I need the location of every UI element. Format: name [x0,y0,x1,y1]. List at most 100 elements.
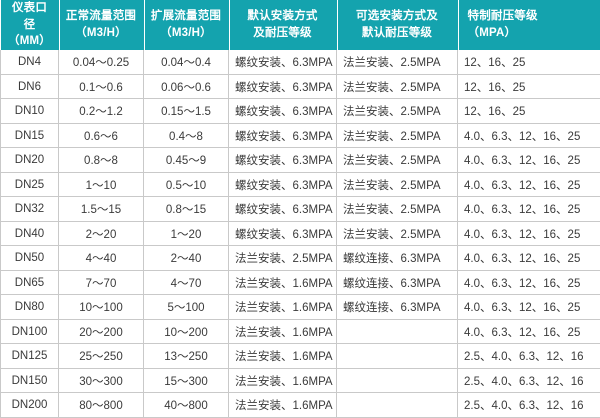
cell-caliber: DN50 [0,245,59,271]
cell-extended-flow: 4～70 [143,269,229,296]
cell-extended-flow: 0.5～10 [143,171,229,198]
cell-normal-flow: 25～250 [58,343,144,369]
cell-optional-install: 法兰安装、2.5MPA [336,196,458,222]
cell-special-pressure: 4.0、6.3、12、16、25 [457,318,600,345]
cell-special-pressure: 12、16、25 [457,73,600,100]
cell-default-install: 法兰安装、1.6MPA [228,269,337,296]
table-row: DN10 0.2～1.2 0.15～1.5 螺纹安装、6.3MPA 法兰安装、2.5MP… [0,98,600,124]
cell-special-pressure: 4.0、6.3、12、16、25 [457,294,600,320]
table-row: DN125 25～250 13～250 法兰安装、1.6MPA 2.5、4.0、6.3、… [0,343,600,369]
cell-optional-install [336,343,458,369]
cell-extended-flow: 5～100 [143,294,229,320]
column-header-caliber-line1: 仪表口径 [11,2,48,31]
cell-default-install: 法兰安装、1.6MPA [228,343,337,369]
cell-extended-flow: 0.4～8 [143,122,229,149]
table-row: DN15 0.6～6 0.4～8 螺纹安装、6.3MPA 法兰安装、2.5MPA 4.0、… [0,122,600,149]
column-header-normal-flow-line1: 正常流量范围 [65,10,137,23]
table-body: DN4 0.04～0.25 0.04～0.4 螺纹安装、6.3MPA 法兰安装、2.5M… [0,50,600,418]
cell-caliber: DN150 [0,367,59,394]
table-row: DN50 4～40 2～40 法兰安装、2.5MPA 螺纹连接、6.3MPA 4.0、6.… [0,245,600,271]
column-header-default-install-line2: 及耐压等级 [253,27,312,39]
cell-special-pressure: 2.5、4.0、6.3、12、16 [457,343,600,369]
cell-optional-install [336,392,458,418]
cell-caliber: DN200 [0,392,59,418]
cell-normal-flow: 0.6～6 [58,122,144,149]
cell-optional-install: 螺纹连接、6.3MPA [336,269,458,296]
cell-normal-flow: 10～100 [58,294,144,320]
column-header-caliber-line2: （MM） [8,35,51,48]
cell-extended-flow: 0.45～9 [143,147,229,173]
cell-default-install: 螺纹安装、6.3MPA [228,122,337,149]
cell-normal-flow: 20～200 [58,318,144,345]
cell-default-install: 法兰安装、1.6MPA [228,392,337,418]
cell-optional-install: 法兰安装、2.5MPA [336,98,458,124]
table-row: DN40 2～20 1～20 螺纹安装、6.3MPA 法兰安装、2.5MPA 4.0、6.… [0,220,600,247]
table-row: DN4 0.04～0.25 0.04～0.4 螺纹安装、6.3MPA 法兰安装、2.5M… [0,50,600,76]
cell-default-install: 螺纹安装、6.3MPA [228,147,337,173]
column-header-extended-flow-line1: 扩展流量范围 [150,10,222,23]
cell-caliber: DN65 [0,269,59,296]
cell-normal-flow: 7～70 [58,269,144,296]
column-header-default-install: 默认安装方式 及耐压等级 [228,0,337,51]
column-header-default-install-line1: 默认安装方式 [247,10,318,23]
cell-caliber: DN40 [0,220,59,247]
cell-default-install: 螺纹安装、6.3MPA [228,196,337,222]
cell-optional-install: 法兰安装、2.5MPA [336,171,458,198]
column-header-optional-install-line2: 默认耐压等级 [361,27,433,39]
cell-caliber: DN10 [0,98,59,124]
cell-default-install: 螺纹安装、6.3MPA [228,171,337,198]
cell-optional-install: 法兰安装、2.5MPA [336,122,458,149]
cell-normal-flow: 0.04～0.25 [58,50,144,76]
column-header-special-pressure-line2: （MPA） [467,27,517,39]
cell-normal-flow: 30～300 [58,367,144,394]
cell-extended-flow: 13～250 [143,343,229,369]
cell-default-install: 法兰安装、2.5MPA [228,245,337,271]
table-row: DN80 10～100 5～100 法兰安装、1.6MPA 螺纹连接、6.3MPA 4.0… [0,294,600,320]
cell-default-install: 螺纹安装、6.3MPA [228,50,337,76]
cell-special-pressure: 4.0、6.3、12、16、25 [457,196,600,222]
table-row: DN6 0.1～0.6 0.06～0.6 螺纹安装、6.3MPA 法兰安装、2.5MPA… [0,73,600,100]
cell-extended-flow: 1～20 [143,220,229,247]
cell-normal-flow: 80～800 [58,392,144,418]
cell-caliber: DN4 [0,50,59,76]
cell-normal-flow: 0.1～0.6 [58,73,144,100]
cell-optional-install: 法兰安装、2.5MPA [336,73,458,100]
table-row: DN65 7～70 4～70 法兰安装、1.6MPA 螺纹连接、6.3MPA 4.0、6.… [0,269,600,296]
cell-special-pressure: 4.0、6.3、12、16、25 [457,269,600,296]
cell-special-pressure: 4.0、6.3、12、16、25 [457,147,600,173]
cell-optional-install [336,318,458,345]
cell-normal-flow: 1.5～15 [58,196,144,222]
cell-extended-flow: 15～300 [143,367,229,394]
cell-optional-install [336,367,458,394]
cell-extended-flow: 0.04～0.4 [143,50,229,76]
column-header-normal-flow-line2: （M3/H） [75,27,127,39]
table-row: DN20 0.8～8 0.45～9 螺纹安装、6.3MPA 法兰安装、2.5MPA 4.0… [0,147,600,173]
cell-special-pressure: 12、16、25 [457,50,600,76]
cell-normal-flow: 1～10 [58,171,144,198]
cell-extended-flow: 0.15～1.5 [143,98,229,124]
table-row: DN200 80～800 40～800 法兰安装、1.6MPA 2.5、4.0、6.3、… [0,392,600,418]
cell-caliber: DN15 [0,122,59,149]
cell-optional-install: 法兰安装、2.5MPA [336,220,458,247]
table-row: DN32 1.5～15 0.8～15 螺纹安装、6.3MPA 法兰安装、2.5MPA 4.… [0,196,600,222]
cell-extended-flow: 2～40 [143,245,229,271]
table-row: DN100 20～200 10～200 法兰安装、1.6MPA 4.0、6.3、12、1… [0,318,600,345]
column-header-normal-flow: 正常流量范围 （M3/H） [58,0,144,51]
cell-optional-install: 法兰安装、2.5MPA [336,50,458,76]
column-header-optional-install-line1: 可选安装方式及 [356,10,438,23]
cell-default-install: 螺纹安装、6.3MPA [228,220,337,247]
cell-normal-flow: 2～20 [58,220,144,247]
cell-default-install: 螺纹安装、6.3MPA [228,73,337,100]
cell-caliber: DN80 [0,294,59,320]
cell-normal-flow: 0.8～8 [58,147,144,173]
cell-extended-flow: 0.8～15 [143,196,229,222]
header-row: 仪表口径 （MM） 正常流量范围 （M3/H） 扩展流量范围 （M3/H） 默认… [0,0,600,51]
cell-extended-flow: 40～800 [143,392,229,418]
table-row: DN150 30～300 15～300 法兰安装、1.6MPA 2.5、4.0、6.3、… [0,367,600,394]
cell-caliber: DN20 [0,147,59,173]
cell-special-pressure: 12、16、25 [457,98,600,124]
cell-extended-flow: 0.06～0.6 [143,73,229,100]
cell-default-install: 法兰安装、1.6MPA [228,367,337,394]
cell-caliber: DN32 [0,196,59,222]
column-header-special-pressure: 特制耐压等级 （MPA） [457,0,600,51]
